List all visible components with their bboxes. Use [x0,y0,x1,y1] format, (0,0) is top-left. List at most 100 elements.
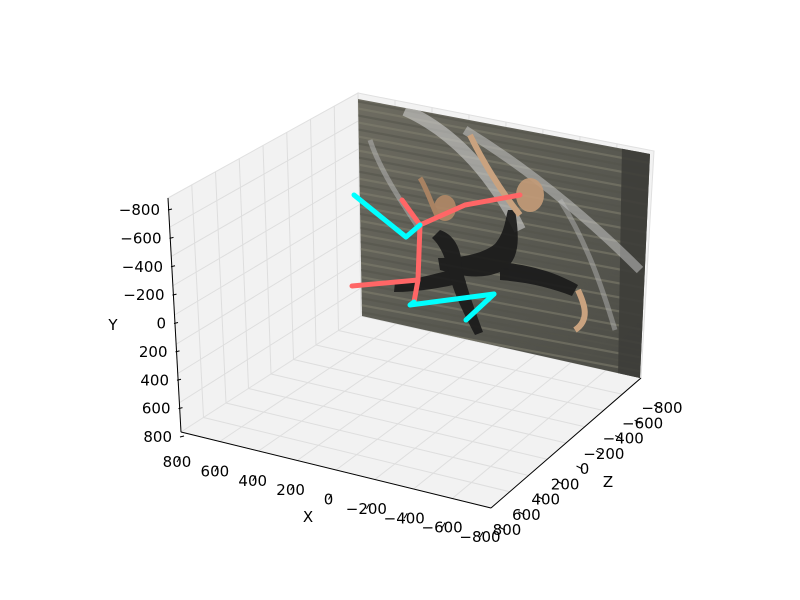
x-axis-tick-mark [252,475,257,482]
y-axis-tick-mark [173,322,179,324]
photo-stripe [358,154,650,216]
photo-stripe [358,308,650,370]
z-axis-tick-label: 200 [551,475,580,493]
photo-stripe [358,301,650,363]
y-axis-tick-label: −800 [119,201,160,219]
z-axis-tick-mark [615,435,622,439]
grid-line-y-left [177,259,361,374]
y-axis-tick-mark [178,407,183,410]
photo-stripe [358,105,650,167]
z-axis-tick-label: 600 [512,506,541,524]
grid-line-z-floor [451,369,607,499]
y-axis-tick-label: 800 [143,428,172,446]
y-axis-tick-label: −400 [122,258,163,276]
z-axis-tick-label: −600 [622,414,663,432]
skeleton-left-segment [415,222,423,283]
photo-stripe [358,294,650,356]
y-axis-tick-mark [172,293,177,296]
z-axis-line [490,377,642,509]
x-axis-tick-label: 600 [201,462,230,480]
x-axis-label: X [303,508,313,526]
y-axis-label: Y [107,316,118,334]
x-axis-tick-label: −800 [459,528,500,546]
y-axis-tick-label: 200 [139,343,168,361]
skeleton-right-segment [407,291,497,308]
skeleton-left-segment [417,192,523,228]
y-axis-tick-mark [176,378,182,381]
photo-stripe [358,112,650,174]
photo-stripe [358,133,650,195]
skeleton-left-segment [399,197,423,228]
x-axis-tick-mark [365,503,370,510]
z-axis-tick-label: 0 [580,460,590,478]
x-axis-tick-label: 400 [238,472,267,490]
photo-stripe [358,259,650,321]
grid-line-y-left [175,231,361,345]
photo-stripe [358,252,650,314]
x-axis-tick-mark [403,512,408,519]
x-axis-tick-mark [290,484,295,491]
skeleton-left-segment [411,277,421,305]
z-axis-label: Z [603,473,613,491]
photo-stripe [358,140,650,202]
z-axis-tick-label: −200 [583,445,624,463]
z-axis-tick-label: −400 [603,430,644,448]
y-axis-tick-label: −200 [123,286,164,304]
y-axis-tick-label: −600 [120,229,161,247]
x-axis-tick-label: −600 [422,519,463,537]
x-axis-tick-mark [479,531,484,538]
y-axis-tick-mark [179,435,185,438]
skeleton-right-segment [463,291,497,323]
y-axis-tick-mark [169,236,174,239]
grid-line-x-floor [225,402,529,476]
photo-stripe [358,266,650,328]
skeleton [349,192,523,323]
x-axis-tick-label: 800 [163,453,192,471]
grid-line-x-floor [270,373,567,444]
x-axis-tick-label: −200 [346,500,387,518]
skeleton-left-segment [349,277,421,289]
grid-line-x-left [191,184,204,418]
y-axis-tick-label: 400 [140,371,169,389]
y-axis-tick-mark [175,350,180,353]
z-axis-tick-label: 400 [531,491,560,509]
photo-stripe [358,99,650,160]
x-axis-tick-mark [328,494,332,500]
z-axis-tick-mark [634,419,641,424]
x-axis-tick-label: −400 [384,509,425,527]
grid-line-x-left [238,158,249,389]
y-axis-line [167,197,182,433]
photo-stripe [358,119,650,181]
z-axis-tick-mark [556,480,564,485]
grid-line-x-left [215,171,227,404]
z-axis-tick-label: 800 [493,521,522,539]
z-axis-tick-mark [498,526,506,531]
y-axis-tick-label: 0 [156,315,166,333]
grid-line-x-floor [248,388,548,460]
ticks: −800−600−400−200020040060080080060040020… [119,201,683,546]
z-axis-tick-mark [595,450,603,455]
photo-stripe [358,287,650,349]
x-axis-tick-label: 0 [324,491,334,509]
x-axis-tick-mark [441,522,446,528]
x-axis-tick-mark [176,456,181,463]
y-axis-tick-mark [167,208,173,211]
grid-line-z-floor [374,354,537,480]
skeleton-right-segment [351,192,423,240]
grid-line-z-floor [413,362,572,490]
grid-line-x-floor [203,417,510,493]
grid-line-y-left [179,287,361,404]
z-axis-tick-label: −800 [641,399,682,417]
photo-stripe [358,147,650,209]
x-axis-tick-label: 200 [276,481,305,499]
z-axis-tick-mark [518,511,525,516]
grid-line-x-left [262,145,272,375]
y-axis-tick-label: 600 [142,400,171,418]
z-axis-tick-mark [653,404,661,409]
z-axis-tick-mark [537,496,544,500]
x-axis-tick-mark [214,466,219,472]
y-axis-tick-mark [170,265,176,268]
z-axis-tick-mark [576,465,583,470]
x-axis-line [180,431,492,509]
